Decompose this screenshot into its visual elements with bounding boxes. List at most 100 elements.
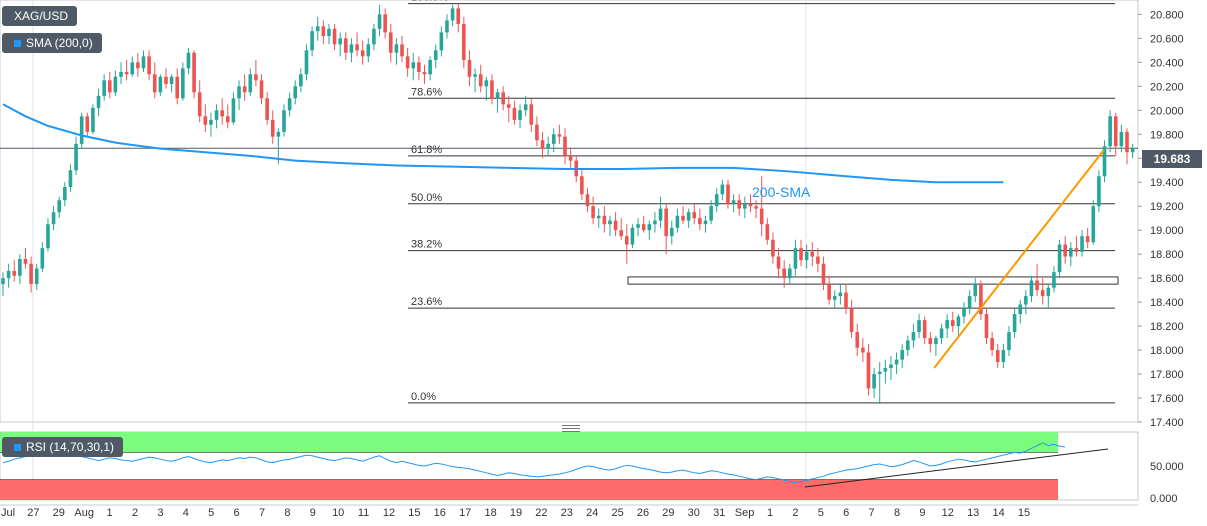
candle-body [523, 104, 528, 111]
x-tick-label: 8 [284, 507, 290, 519]
candle-body [653, 220, 657, 225]
x-tick-label: 22 [535, 507, 547, 519]
candle-body [209, 119, 213, 125]
candle-body [714, 194, 719, 207]
x-tick-label: 18 [484, 507, 496, 519]
x-tick-label: 1 [107, 507, 113, 519]
candle-body [242, 86, 247, 93]
candle-body [29, 263, 33, 285]
candle-body [355, 44, 359, 51]
y-tick-label: 18.000 [1150, 345, 1184, 357]
candle-body [512, 107, 517, 120]
candle-body [956, 316, 961, 327]
x-tick-label: 9 [310, 507, 316, 519]
candle-body [276, 131, 281, 137]
candle-body [1029, 280, 1034, 297]
candle-body [136, 62, 140, 69]
x-tick-label: 7 [869, 507, 875, 519]
candle-body [1040, 290, 1045, 297]
x-tick-label: 23 [561, 507, 573, 519]
rsi-tick-label: 0.000 [1150, 493, 1178, 505]
x-tick-label: 31 [713, 507, 725, 519]
candle-body [315, 26, 320, 32]
x-tick-label: Aug [74, 507, 94, 519]
candle-body [1097, 176, 1101, 207]
candle-body [310, 31, 314, 51]
candle-body [602, 215, 607, 225]
candle-body [557, 134, 562, 137]
candle-body [456, 8, 461, 24]
y-tick-label: 19.800 [1150, 129, 1184, 141]
candle-body [197, 92, 202, 117]
candle-body [529, 104, 534, 125]
candle-body [709, 206, 713, 221]
candle-body [417, 62, 421, 72]
sma-indicator-label: SMA (200,0) [26, 36, 93, 50]
candle-body [1024, 296, 1028, 305]
candle-body [568, 155, 573, 161]
rsi-oversold-zone [0, 479, 1058, 500]
candle-body [192, 52, 196, 93]
candle-body [158, 76, 163, 93]
candle-body [563, 136, 567, 156]
candle-body [338, 38, 342, 45]
candle-body [596, 215, 601, 219]
candle-body [119, 71, 123, 77]
candle-body [175, 76, 180, 99]
candle-body [428, 59, 432, 75]
y-tick-label: 18.600 [1150, 273, 1184, 285]
candle-body [1108, 116, 1112, 147]
x-tick-label: 9 [919, 507, 925, 519]
candle-body [186, 52, 191, 69]
y-tick-label: 19.200 [1150, 201, 1184, 213]
candle-body [147, 56, 151, 75]
x-tick-label: 14 [992, 507, 1004, 519]
x-tick-label: 11 [358, 507, 369, 519]
y-tick-label: 20.600 [1150, 33, 1184, 45]
candle-body [1, 278, 5, 285]
rsi-tag[interactable]: RSI (14,70,30,1) [2, 437, 124, 457]
candle-body [372, 28, 376, 45]
candle-body [63, 187, 67, 201]
candle-body [467, 59, 472, 77]
y-tick-label: 18.200 [1150, 321, 1184, 333]
candle-body [889, 364, 893, 369]
symbol-tag[interactable]: XAG/USD [2, 6, 78, 26]
candle-body [141, 56, 146, 69]
candle-body [383, 14, 387, 33]
fib-level-label: 61.8% [411, 144, 442, 156]
rsi-color-swatch [14, 444, 21, 451]
x-tick-label: 7 [259, 507, 265, 519]
candle-body [68, 170, 73, 188]
candle-body [1057, 244, 1062, 273]
x-tick-label: 6 [843, 507, 849, 519]
candle-body [248, 74, 253, 93]
candle-body [743, 203, 747, 209]
candle-body [57, 200, 61, 213]
candle-body [1102, 146, 1107, 177]
y-tick-label: 17.600 [1150, 393, 1184, 405]
candle-body [214, 110, 219, 120]
candle-body [900, 350, 904, 360]
x-tick-label: 19 [510, 507, 522, 519]
candle-body [34, 268, 39, 285]
candle-body [23, 258, 28, 264]
pane-resize-handle[interactable] [562, 425, 580, 432]
rsi-trendline [804, 448, 1109, 488]
candle-body [85, 116, 90, 132]
sma-tag[interactable]: SMA (200,0) [2, 33, 102, 53]
candle-body [816, 256, 820, 264]
candle-body [501, 92, 505, 105]
candle-body [422, 71, 427, 75]
candle-body [74, 143, 78, 171]
candle-body [838, 292, 843, 297]
candle-body [962, 308, 966, 317]
x-tick-label: Jul [1, 507, 15, 519]
candle-body [1069, 248, 1073, 257]
candle-body [293, 86, 298, 99]
candle-body [265, 98, 269, 120]
candle-body [270, 119, 275, 137]
current-price-value: 19.683 [1153, 152, 1191, 166]
candle-body [906, 340, 910, 351]
candle-body [754, 206, 758, 209]
